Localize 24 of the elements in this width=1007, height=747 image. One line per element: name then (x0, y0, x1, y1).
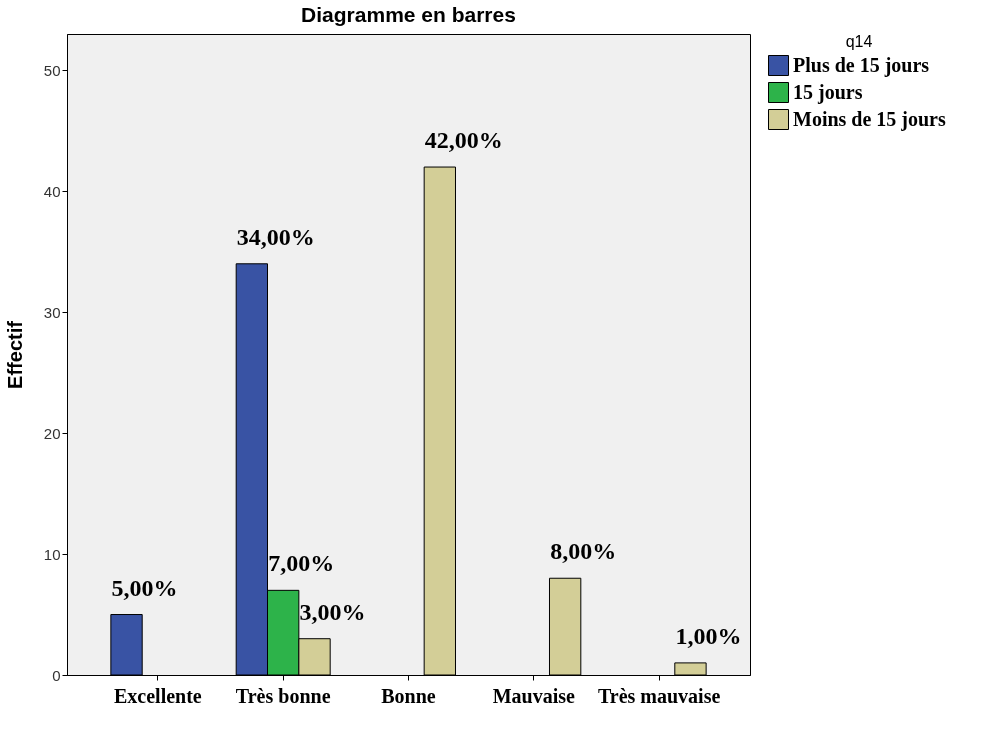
legend-label: Moins de 15 jours (793, 107, 946, 131)
y-tick-label: 0 (52, 666, 61, 684)
data-label: 1,00% (675, 622, 742, 649)
data-label: 3,00% (299, 598, 366, 625)
y-tick-label: 10 (43, 545, 61, 563)
legend-title: q14 (845, 33, 873, 50)
y-axis-title: Effectif (3, 320, 26, 389)
x-tick-label: Très bonne (235, 684, 331, 707)
chart-title: Diagramme en barres (301, 3, 516, 26)
x-tick-label: Très mauvaise (597, 684, 721, 707)
data-label: 7,00% (268, 550, 335, 577)
data-label: 8,00% (550, 538, 617, 565)
y-tick-label: 30 (43, 303, 61, 321)
y-tick-label: 40 (43, 182, 61, 200)
legend-label: Plus de 15 jours (793, 53, 930, 77)
legend-label: 15 jours (793, 80, 863, 104)
data-label: 34,00% (236, 223, 315, 250)
y-tick-label: 50 (43, 61, 61, 79)
x-tick-label: Mauvaise (492, 684, 576, 707)
data-label: 5,00% (111, 574, 178, 601)
x-tick-label: Bonne (381, 684, 436, 707)
x-tick-label: Excellente (113, 684, 202, 707)
y-tick-label: 20 (43, 424, 61, 442)
data-label: 42,00% (424, 127, 503, 154)
